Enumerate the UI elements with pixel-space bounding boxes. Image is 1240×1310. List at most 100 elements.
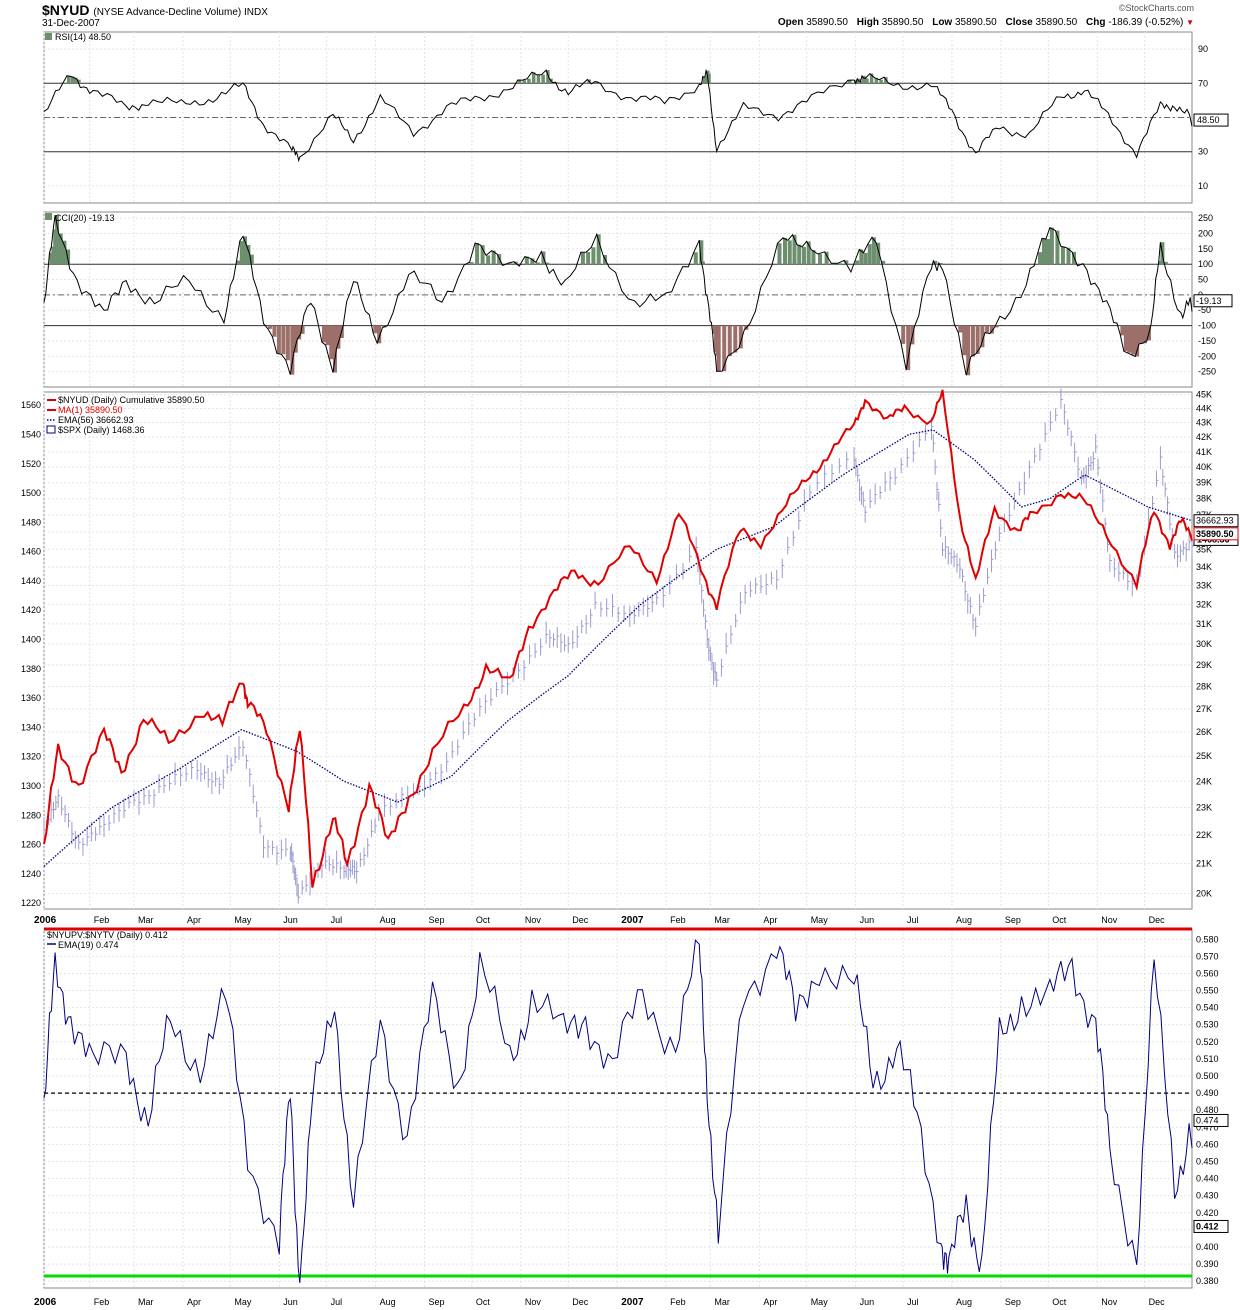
- ratio-ema-last-box: [1193, 1113, 1229, 1127]
- x-axis-label: Apr: [763, 915, 777, 925]
- x-axis-label: Jun: [860, 915, 875, 925]
- x-axis-label: Jun: [283, 915, 298, 925]
- legend-entry: EMA(56) 36662.93: [58, 415, 134, 425]
- right-y-tick-label: 40K: [1196, 462, 1212, 472]
- y-tick-label: 0.500: [1196, 1071, 1219, 1081]
- ema-last-value: 36662.93: [1196, 516, 1234, 526]
- right-y-tick-label: 24K: [1196, 776, 1212, 786]
- right-y-tick-label: 43K: [1196, 418, 1212, 428]
- x-axis-label: Sep: [429, 1297, 445, 1307]
- ratio-ema-last-value: 0.474: [1196, 1115, 1219, 1125]
- x-axis-label: Jul: [907, 1297, 919, 1307]
- ratio-last-box: [1193, 1219, 1229, 1233]
- y-tick-label: 0.390: [1196, 1259, 1219, 1269]
- y-tick-label: 0.460: [1196, 1139, 1219, 1149]
- high-value: 35890.50: [881, 17, 924, 28]
- ohlc-readout: Open 35890.50 High 35890.50 Low 35890.50…: [772, 17, 1194, 28]
- right-y-tick-label: 28K: [1196, 682, 1212, 692]
- ratio-title: $NYUPV:$NYTV (Daily) 0.412: [47, 930, 168, 940]
- x-axis-label: Jun: [283, 1297, 298, 1307]
- y-tick-label: -200: [1198, 351, 1216, 361]
- x-axis-label: Sep: [429, 915, 445, 925]
- x-axis-label: Nov: [1101, 1297, 1118, 1307]
- left-y-tick-label: 1240: [21, 869, 41, 879]
- right-y-tick-label: 42K: [1196, 432, 1212, 442]
- y-tick-label: 100: [1198, 259, 1213, 269]
- rsi-last-value: 48.50: [1197, 115, 1220, 125]
- left-y-tick-label: 1560: [21, 400, 41, 410]
- nyud-cumulative-line: [43, 389, 1193, 888]
- rsi-legend-swatch: [45, 33, 52, 40]
- x-axis-label: Sep: [1005, 1297, 1021, 1307]
- right-y-tick-label: 32K: [1196, 599, 1212, 609]
- left-y-tick-label: 1540: [21, 429, 41, 439]
- x-axis-label: Aug: [380, 1297, 396, 1307]
- open-label: Open: [777, 17, 804, 28]
- x-axis-label: Dec: [572, 915, 589, 925]
- cci-line: [43, 215, 1193, 376]
- x-axis-label: Jul: [331, 915, 343, 925]
- left-y-tick-label: 1300: [21, 781, 41, 791]
- y-tick-label: 0.480: [1196, 1105, 1219, 1115]
- x-axis-label: May: [234, 915, 252, 925]
- y-tick-label: 0.520: [1196, 1037, 1219, 1047]
- close-value: 35890.50: [1035, 17, 1078, 28]
- rsi-line: [43, 68, 1193, 163]
- y-tick-label: 10: [1198, 181, 1208, 191]
- high-label: High: [856, 17, 879, 28]
- right-y-tick-label: 38K: [1196, 494, 1212, 504]
- right-y-tick-label: 35K: [1196, 544, 1212, 554]
- x-axis-label: Oct: [476, 915, 491, 925]
- y-tick-label: 0.450: [1196, 1156, 1219, 1166]
- x-axis-label: Feb: [94, 915, 110, 925]
- y-tick-label: 30: [1198, 147, 1208, 157]
- x-axis-label: May: [811, 1297, 829, 1307]
- left-y-tick-label: 1400: [21, 635, 41, 645]
- cci-last-value: -19.13: [1196, 296, 1222, 306]
- right-y-tick-label: 39K: [1196, 478, 1212, 488]
- x-axis-label: Nov: [525, 1297, 542, 1307]
- x-axis-label: Jun: [860, 1297, 875, 1307]
- right-y-tick-label: 22K: [1196, 830, 1212, 840]
- right-y-tick-label: 29K: [1196, 660, 1212, 670]
- x-axis-label: Oct: [476, 1297, 491, 1307]
- chart-date: 31-Dec-2007: [42, 18, 100, 29]
- x-axis-label: Feb: [670, 1297, 686, 1307]
- y-tick-label: 0.440: [1196, 1174, 1219, 1184]
- left-y-tick-label: 1340: [21, 722, 41, 732]
- cci-legend-swatch: [45, 213, 52, 220]
- ema-line: [43, 429, 1193, 867]
- y-tick-label: 0.570: [1196, 951, 1219, 961]
- y-tick-label: 0.550: [1196, 986, 1219, 996]
- left-y-tick-label: 1520: [21, 459, 41, 469]
- y-tick-label: 50: [1198, 275, 1208, 285]
- right-y-tick-label: 21K: [1196, 858, 1212, 868]
- y-tick-label: 0.560: [1196, 968, 1219, 978]
- y-tick-label: 0.380: [1196, 1276, 1219, 1286]
- right-y-tick-label: 33K: [1196, 580, 1212, 590]
- x-axis-label: Mar: [138, 915, 154, 925]
- right-y-tick-label: 25K: [1196, 751, 1212, 761]
- x-axis-label: Mar: [714, 915, 730, 925]
- left-y-tick-label: 1480: [21, 517, 41, 527]
- right-y-tick-label: 41K: [1196, 447, 1212, 457]
- close-label: Close: [1005, 17, 1033, 28]
- legend-entry: $NYUD (Daily) Cumulative 35890.50: [58, 395, 205, 405]
- right-y-tick-label: 20K: [1196, 888, 1212, 898]
- symbol-title: $NYUD (NYSE Advance-Decline Volume) INDX: [42, 2, 268, 18]
- y-tick-label: -250: [1198, 367, 1216, 377]
- chart-header: $NYUD (NYSE Advance-Decline Volume) INDX…: [0, 0, 1240, 32]
- x-axis-label: Oct: [1052, 1297, 1067, 1307]
- panel-frame: [43, 211, 1193, 388]
- legend-entry: MA(1) 35890.50: [58, 405, 123, 415]
- x-axis-label: Jul: [331, 1297, 343, 1307]
- y-tick-label: 0.400: [1196, 1242, 1219, 1252]
- y-tick-label: 0.420: [1196, 1208, 1219, 1218]
- low-label: Low: [932, 17, 953, 28]
- y-tick-label: 0.530: [1196, 1020, 1219, 1030]
- symbol-description: (NYSE Advance-Decline Volume) INDX: [93, 7, 268, 18]
- ratio-ema-legend: EMA(19) 0.474: [58, 940, 119, 950]
- right-y-tick-label: 34K: [1196, 562, 1212, 572]
- x-axis-label: Jul: [907, 915, 919, 925]
